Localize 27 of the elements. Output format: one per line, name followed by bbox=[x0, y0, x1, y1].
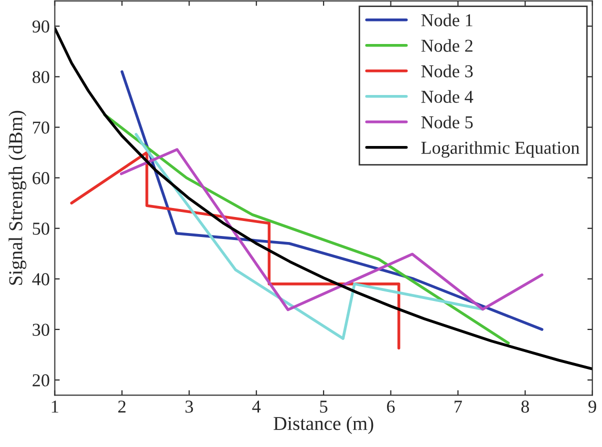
y-tick-label: 40 bbox=[32, 273, 50, 286]
legend-label: Node 4 bbox=[421, 90, 474, 103]
x-tick-label: 6 bbox=[387, 400, 395, 413]
line-series bbox=[54, 26, 592, 370]
legend-label: Logarithmic Equation bbox=[421, 141, 580, 158]
legend-label: Node 2 bbox=[421, 39, 472, 52]
y-tick-label: 60 bbox=[32, 172, 50, 184]
x-tick-label: 8 bbox=[521, 400, 529, 413]
y-tick-label: 30 bbox=[32, 324, 50, 336]
y-tick-label: 70 bbox=[33, 122, 50, 134]
x-tick-label: 3 bbox=[186, 400, 193, 413]
legend-label: Node 3 bbox=[421, 64, 473, 78]
y-tick-label: 50 bbox=[32, 222, 50, 235]
x-tick-label: 1 bbox=[52, 400, 58, 413]
legend-label: Node 5 bbox=[421, 116, 473, 128]
y-tick-label: 20 bbox=[32, 374, 50, 386]
legend-label: Node 1 bbox=[421, 14, 472, 26]
y-axis-title: Signal Strength (dBm) bbox=[8, 110, 26, 285]
x-tick-label: 9 bbox=[588, 400, 596, 413]
y-tick-label: 80 bbox=[32, 70, 50, 84]
x-axis-title: Distance (m) bbox=[274, 416, 374, 434]
x-tick-label: 2 bbox=[118, 400, 126, 413]
y-tick-label: 90 bbox=[32, 20, 50, 33]
x-tick-label: 5 bbox=[320, 400, 328, 413]
line-series bbox=[103, 113, 510, 344]
x-tick-label: 4 bbox=[252, 400, 261, 413]
x-tick-label: 7 bbox=[454, 400, 462, 413]
